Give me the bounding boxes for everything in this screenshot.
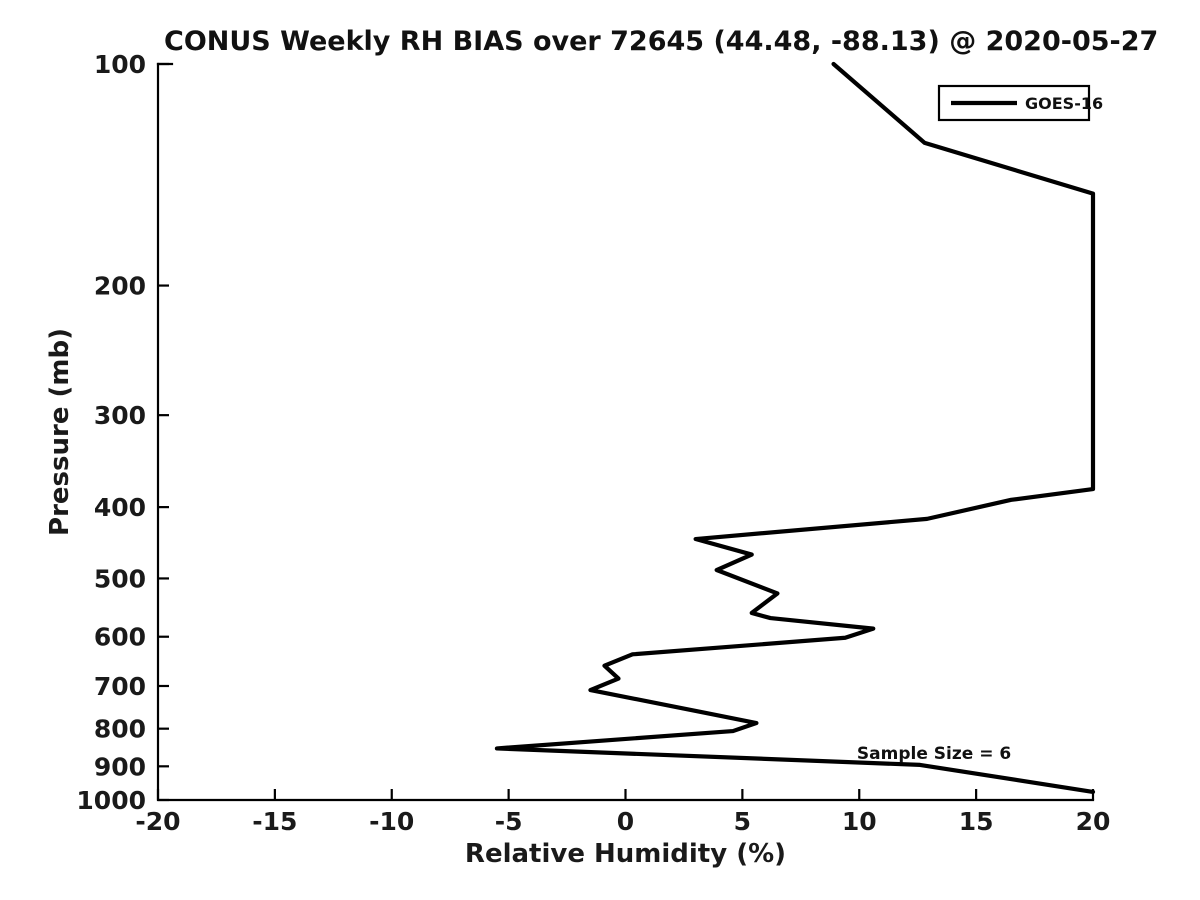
- y-tick-label-100: 100: [94, 50, 146, 79]
- axes-group: [156, 62, 1095, 802]
- x-tick-label-10: 10: [842, 807, 877, 836]
- y-tick-label-900: 900: [94, 752, 146, 781]
- x-tick-label-20: 20: [1076, 807, 1111, 836]
- series-line-0: [494, 61, 1096, 795]
- x-tick-label--20: -20: [135, 807, 180, 836]
- y-tick-label-1000: 1000: [76, 786, 146, 815]
- y-tick-label-300: 300: [94, 401, 146, 430]
- y-tick-label-400: 400: [94, 493, 146, 522]
- x-tick-label--15: -15: [252, 807, 297, 836]
- annotations-group: Sample Size = 6: [857, 744, 1011, 764]
- y-tick-label-500: 500: [94, 564, 146, 593]
- y-tick-label-200: 200: [94, 272, 146, 301]
- x-tick-label--5: -5: [495, 807, 523, 836]
- y-tick-label-700: 700: [94, 672, 146, 701]
- x-tick-label--10: -10: [369, 807, 414, 836]
- chart-title-group: CONUS Weekly RH BIAS over 72645 (44.48, …: [164, 26, 1158, 57]
- y-tick-label-600: 600: [94, 623, 146, 652]
- annotation-sample-size: Sample Size = 6: [857, 744, 1011, 764]
- x-tick-label-15: 15: [959, 807, 994, 836]
- y-tick-label-800: 800: [94, 715, 146, 744]
- legend[interactable]: GOES-16: [937, 84, 1103, 122]
- chart-title: CONUS Weekly RH BIAS over 72645 (44.48, …: [164, 26, 1158, 57]
- data-series-group: [494, 61, 1096, 795]
- y-axis-title: Pressure (mb): [45, 328, 75, 536]
- legend-label-0: GOES-16: [1025, 94, 1103, 113]
- axis-spines: [156, 62, 1095, 802]
- x-axis-title: Relative Humidity (%): [465, 839, 786, 869]
- x-tick-label-0: 0: [617, 807, 634, 836]
- x-tick-label-5: 5: [734, 807, 751, 836]
